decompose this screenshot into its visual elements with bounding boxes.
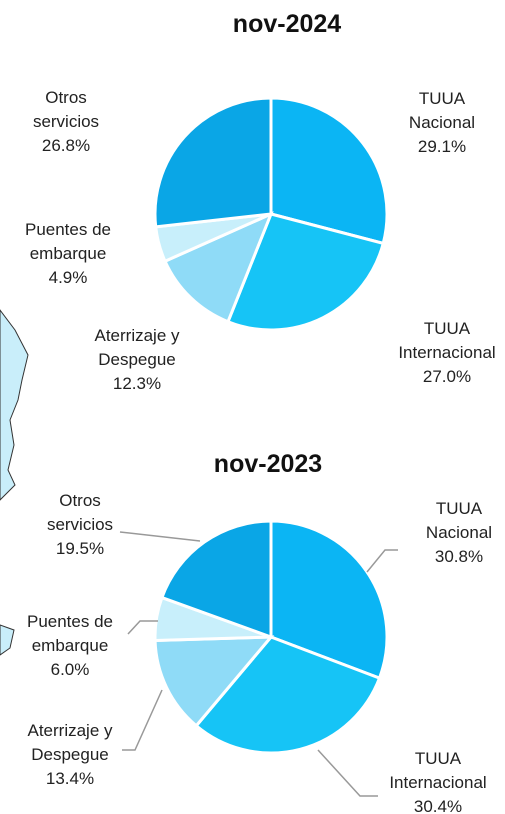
chart-title: nov-2023 <box>214 450 322 478</box>
value-label: 30.8% <box>435 547 483 566</box>
slice-label: servicios <box>47 515 113 534</box>
slice-label: Despegue <box>31 745 109 764</box>
slice-label: TUUA <box>436 499 483 518</box>
pie-slice <box>163 211 274 324</box>
value-label: 13.4% <box>46 769 94 788</box>
chart-title: nov-2024 <box>233 10 341 38</box>
value-label: 6.0% <box>51 660 90 679</box>
pie-slice <box>153 635 275 728</box>
slice-label: servicios <box>33 112 99 131</box>
slice-label: Internacional <box>398 343 495 362</box>
value-label: 26.8% <box>42 136 90 155</box>
value-label: 4.9% <box>49 268 88 287</box>
map-fragment <box>0 309 29 501</box>
value-label: 29.1% <box>418 137 466 156</box>
slice-label: Otros <box>45 88 87 107</box>
slice-label: Nacional <box>426 523 492 542</box>
slice-label: Internacional <box>389 773 486 792</box>
slice-label: Aterrizaje y <box>27 721 113 740</box>
slice-label: Puentes de <box>27 612 113 631</box>
leader-line <box>119 531 201 542</box>
slice-label: Puentes de <box>25 220 111 239</box>
slice-label: TUUA <box>424 319 471 338</box>
leader-line <box>317 749 378 797</box>
slice-label: TUUA <box>419 89 466 108</box>
leader-line <box>122 689 163 751</box>
pie-slice <box>159 519 273 640</box>
pie-slice <box>269 519 389 681</box>
map-fragment <box>0 624 15 656</box>
pie-slice <box>153 96 273 229</box>
slice-label: TUUA <box>415 749 462 768</box>
value-label: 19.5% <box>56 539 104 558</box>
pie-slice <box>226 212 386 332</box>
value-label: 30.4% <box>414 797 462 814</box>
value-label: 27.0% <box>423 367 471 386</box>
slice-label: Nacional <box>409 113 475 132</box>
pie-slice <box>194 635 382 755</box>
slice-label: embarque <box>32 636 109 655</box>
slice-label: embarque <box>30 244 107 263</box>
pie-slice <box>269 96 389 246</box>
slice-label: Otros <box>59 491 101 510</box>
slice-label: Despegue <box>98 350 176 369</box>
leader-line <box>127 620 158 635</box>
value-label: 12.3% <box>113 374 161 393</box>
slice-label: Aterrizaje y <box>94 326 180 345</box>
leader-line <box>366 549 398 573</box>
